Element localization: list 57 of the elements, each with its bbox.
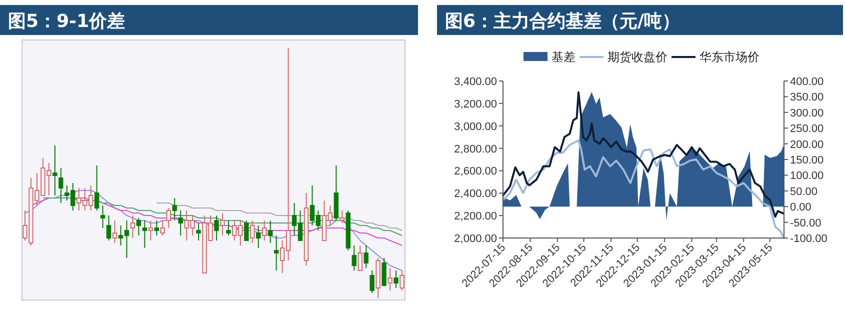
candlestick: [274, 235, 279, 271]
candlestick: [244, 220, 249, 241]
candlestick: [130, 215, 136, 238]
candlestick: [388, 268, 392, 291]
y2-tick-label: 400.00: [790, 76, 824, 88]
legend-label: 华东市场价: [700, 50, 760, 64]
y-tick-label: 2,400.00: [454, 188, 497, 200]
chart-title: 图6：主力合约基差（元/吨）: [445, 11, 680, 32]
candlestick: [58, 168, 64, 204]
y2-tick-label: 100.00: [790, 170, 824, 182]
candlestick: [178, 210, 183, 236]
candlestick: [106, 215, 112, 241]
candlestick: [172, 198, 177, 221]
candlestick: [268, 220, 273, 244]
y2-tick-label: 0.00: [790, 202, 812, 214]
candlestick: [136, 218, 142, 236]
candlestick: [94, 165, 100, 211]
y-tick-label: 3,200.00: [454, 98, 497, 110]
candlestick: [220, 212, 225, 236]
legend-label: 期货收盘价: [608, 50, 668, 64]
legend-label: 基差: [552, 50, 576, 64]
candlestick: [262, 220, 267, 241]
candlestick: [166, 208, 171, 228]
candlestick: [364, 245, 368, 268]
y-tick-label: 2,200.00: [454, 210, 497, 223]
y2-tick-label: 300.00: [790, 107, 824, 120]
candlestick: [394, 270, 398, 288]
candlestick: [52, 145, 58, 196]
candlestick: [358, 245, 362, 271]
y-tick-label: 2,600.00: [454, 166, 497, 178]
y-tick-label: 2,000.00: [454, 233, 497, 245]
candlestick: [196, 222, 201, 241]
candlestick: [340, 210, 345, 224]
y2-tick-label: 350.00: [790, 92, 824, 104]
candlestick: [382, 258, 386, 286]
y2-tick-label: 50.00: [790, 186, 818, 198]
candlestick: [214, 215, 219, 241]
candlestick: [352, 245, 356, 271]
candlestick: [100, 205, 106, 228]
y-tick-label: 3,000.00: [454, 120, 497, 133]
y2-tick-label: -50.00: [790, 217, 822, 230]
y2-tick-label: 200.00: [790, 138, 824, 151]
candlestick: [154, 220, 160, 236]
candlestick: [226, 220, 231, 236]
candlestick: [142, 220, 148, 248]
candlestick: [112, 220, 118, 244]
y2-tick-label: 250.00: [790, 123, 824, 136]
chart-title: 图5：9-1价差: [8, 11, 126, 32]
y2-tick-label: 150.00: [790, 154, 824, 166]
y2-tick-label: -100.00: [790, 233, 828, 245]
y-tick-label: 3,400.00: [454, 76, 497, 88]
y-tick-label: 2,800.00: [454, 143, 497, 156]
candlestick: [250, 220, 255, 244]
candlestick: [160, 220, 165, 236]
candlestick: [148, 220, 154, 241]
candlestick: [370, 270, 374, 294]
candlestick: [256, 225, 261, 248]
